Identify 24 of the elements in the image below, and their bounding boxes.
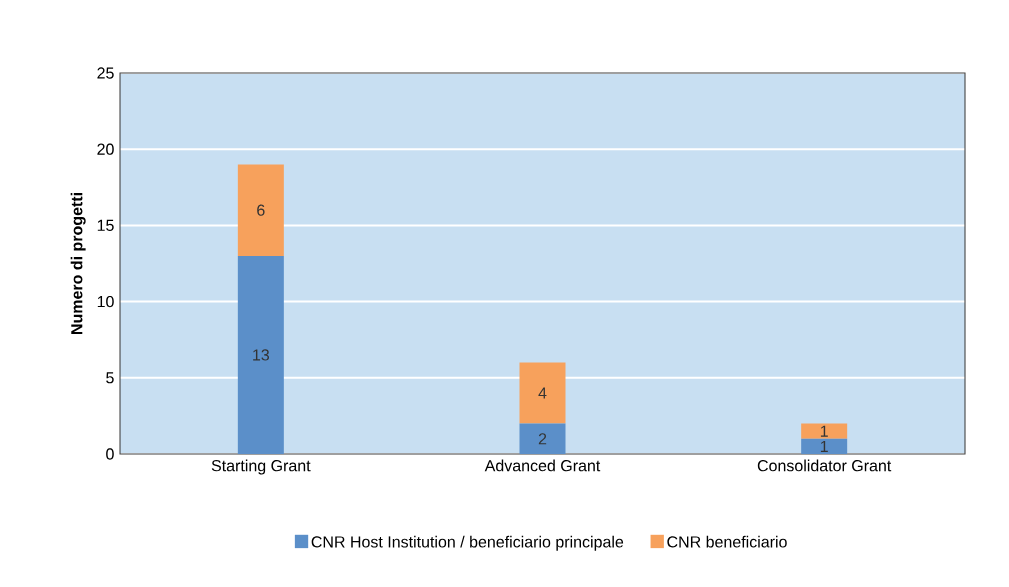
y-tick-label: 5 xyxy=(106,372,114,384)
data-label: 1 xyxy=(820,440,828,452)
y-tick-label: 25 xyxy=(97,67,114,79)
data-label: 13 xyxy=(253,349,270,361)
bar xyxy=(237,255,284,454)
y-tick-label: 0 xyxy=(106,448,114,460)
y-axis-title: Numero di progetti xyxy=(70,193,86,334)
y-tick-label: 20 xyxy=(97,143,114,155)
legend-label: CNR Host Institution / beneficiario principale xyxy=(311,535,624,551)
data-label: 4 xyxy=(538,387,547,399)
bar xyxy=(519,362,566,424)
y-tick-label: 15 xyxy=(97,219,114,231)
y-tick-label: 10 xyxy=(97,295,114,308)
bar xyxy=(519,423,566,454)
x-tick-label: Consolidator Grant xyxy=(757,459,892,472)
data-label: 6 xyxy=(257,204,265,216)
bar xyxy=(801,423,848,439)
bar xyxy=(237,164,284,256)
bar xyxy=(801,438,848,454)
data-label: 2 xyxy=(538,433,547,445)
data-label: 1 xyxy=(820,425,828,437)
x-tick-label: Starting Grant xyxy=(211,459,311,475)
x-tick-label: Advanced Grant xyxy=(484,459,601,472)
legend-label: CNR beneficiario xyxy=(667,535,787,548)
